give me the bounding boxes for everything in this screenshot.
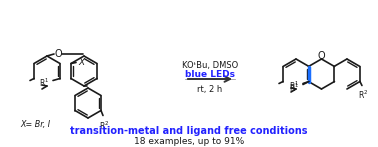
Text: rt, 2 h: rt, 2 h [197,85,223,93]
Text: X= Br, I: X= Br, I [20,121,50,130]
Text: R$^2$: R$^2$ [99,120,109,132]
Text: O: O [54,49,62,59]
Text: R$^1$: R$^1$ [289,81,299,94]
Text: KOᵗBu, DMSO: KOᵗBu, DMSO [182,61,238,70]
Text: transition-metal and ligand free conditions: transition-metal and ligand free conditi… [70,126,308,136]
Text: 18 examples, up to 91%: 18 examples, up to 91% [134,137,244,146]
Text: blue LEDs: blue LEDs [185,70,235,78]
Text: O: O [318,51,325,61]
Text: R$^1$: R$^1$ [39,76,49,89]
Text: R$^2$: R$^2$ [358,88,368,101]
Text: X: X [78,58,84,67]
Text: R$^1$: R$^1$ [289,79,299,92]
